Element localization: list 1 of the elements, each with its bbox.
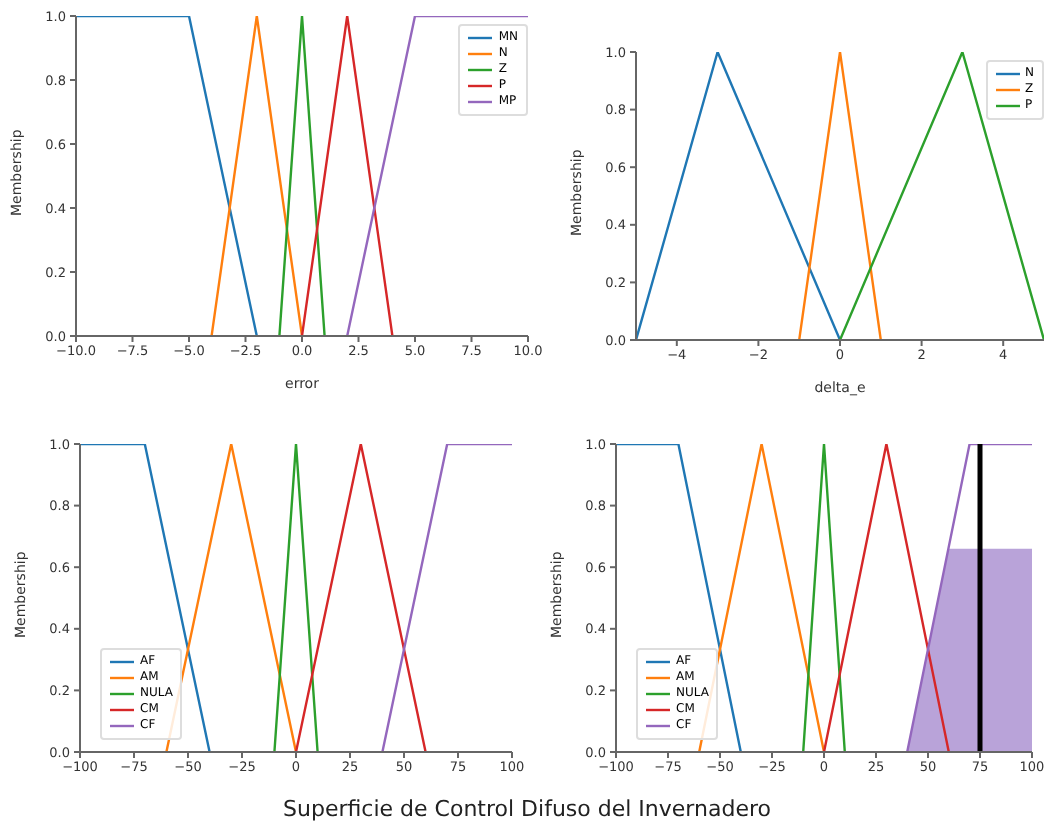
text: Superficie de Control Difuso del Invernadero (281, 796, 773, 822)
